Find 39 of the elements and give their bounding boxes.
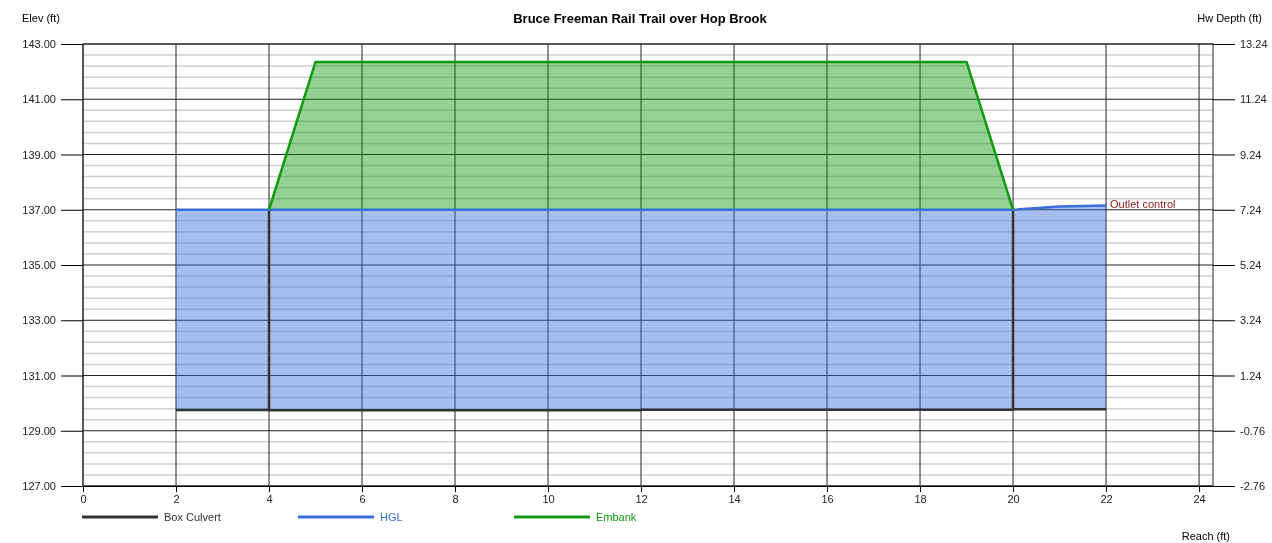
x-tick-label: 0: [80, 492, 87, 505]
y2-tick-label: 1.24: [1240, 369, 1262, 382]
x-tick-label: 8: [452, 492, 459, 505]
y2-tick-label: -2.76: [1240, 480, 1266, 493]
y-tick-label: 137.00: [22, 203, 56, 216]
x-tick-label: 18: [914, 492, 927, 505]
x-axis-title: Reach (ft): [1181, 530, 1230, 542]
x-tick-label: 22: [1100, 492, 1113, 505]
x-tick-label: 20: [1007, 492, 1020, 505]
text: HGL: [380, 511, 403, 523]
x-tick-label: 16: [821, 492, 834, 505]
y2-tick-label: -0.76: [1240, 424, 1266, 437]
annotation: Outlet control: [1110, 197, 1176, 210]
x-tick-label: 24: [1193, 492, 1206, 505]
y2-tick-label: 13.24: [1240, 38, 1268, 51]
x-tick-label: 14: [728, 492, 741, 505]
y-tick-label: 139.00: [22, 148, 56, 161]
y-tick-label: 127.00: [22, 480, 56, 493]
x-tick-label: 6: [359, 492, 366, 505]
y2-axis-title: Hw Depth (ft): [1197, 12, 1262, 24]
chart-title: Bruce Freeman Rail Trail over Hop Brook: [513, 11, 768, 26]
y-tick-label: 133.00: [22, 314, 56, 327]
y2-tick-label: 3.24: [1240, 314, 1262, 327]
y2-tick-label: 11.24: [1240, 93, 1267, 106]
y-axis-title: Elev (ft): [22, 12, 60, 24]
y2-tick-label: 7.24: [1240, 203, 1262, 216]
text: Box Culvert: [164, 511, 221, 523]
y-tick-label: 135.00: [22, 259, 56, 272]
x-tick-label: 4: [266, 492, 273, 505]
text: Embank: [596, 511, 637, 523]
x-tick-label: 10: [542, 492, 555, 505]
y-tick-label: 143.00: [22, 38, 56, 51]
x-tick-label: 12: [635, 492, 648, 505]
y-tick-label: 129.00: [22, 424, 56, 437]
y2-tick-label: 5.24: [1240, 259, 1262, 272]
y2-tick-label: 9.24: [1240, 148, 1262, 161]
y-tick-label: 131.00: [22, 369, 56, 382]
x-tick-label: 2: [173, 492, 180, 505]
y-tick-label: 141.00: [22, 93, 56, 106]
